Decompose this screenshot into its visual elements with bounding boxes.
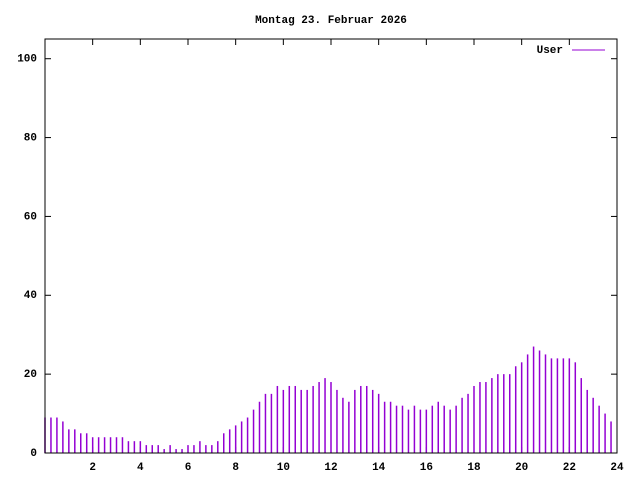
x-tick-label: 14 xyxy=(372,462,386,474)
y-tick-label: 60 xyxy=(24,211,37,223)
x-tick-label: 22 xyxy=(563,462,576,474)
y-tick-label: 0 xyxy=(30,448,37,460)
x-tick-label: 16 xyxy=(420,462,433,474)
y-tick-label: 100 xyxy=(17,54,37,66)
x-tick-label: 6 xyxy=(185,462,192,474)
x-tick-label: 4 xyxy=(137,462,144,474)
x-tick-label: 10 xyxy=(277,462,290,474)
plot-frame xyxy=(44,38,618,454)
x-tick-label: 12 xyxy=(324,462,337,474)
x-tick-label: 8 xyxy=(232,462,239,474)
x-tick-label: 24 xyxy=(610,462,624,474)
x-tick-label: 20 xyxy=(515,462,528,474)
y-tick-label: 40 xyxy=(24,290,37,302)
x-tick-label: 2 xyxy=(89,462,96,474)
legend-label: User xyxy=(537,45,563,57)
y-tick-label: 80 xyxy=(24,132,37,144)
chart-title: Montag 23. Februar 2026 xyxy=(255,15,407,27)
x-tick-label: 18 xyxy=(467,462,481,474)
y-tick-label: 20 xyxy=(24,369,37,381)
